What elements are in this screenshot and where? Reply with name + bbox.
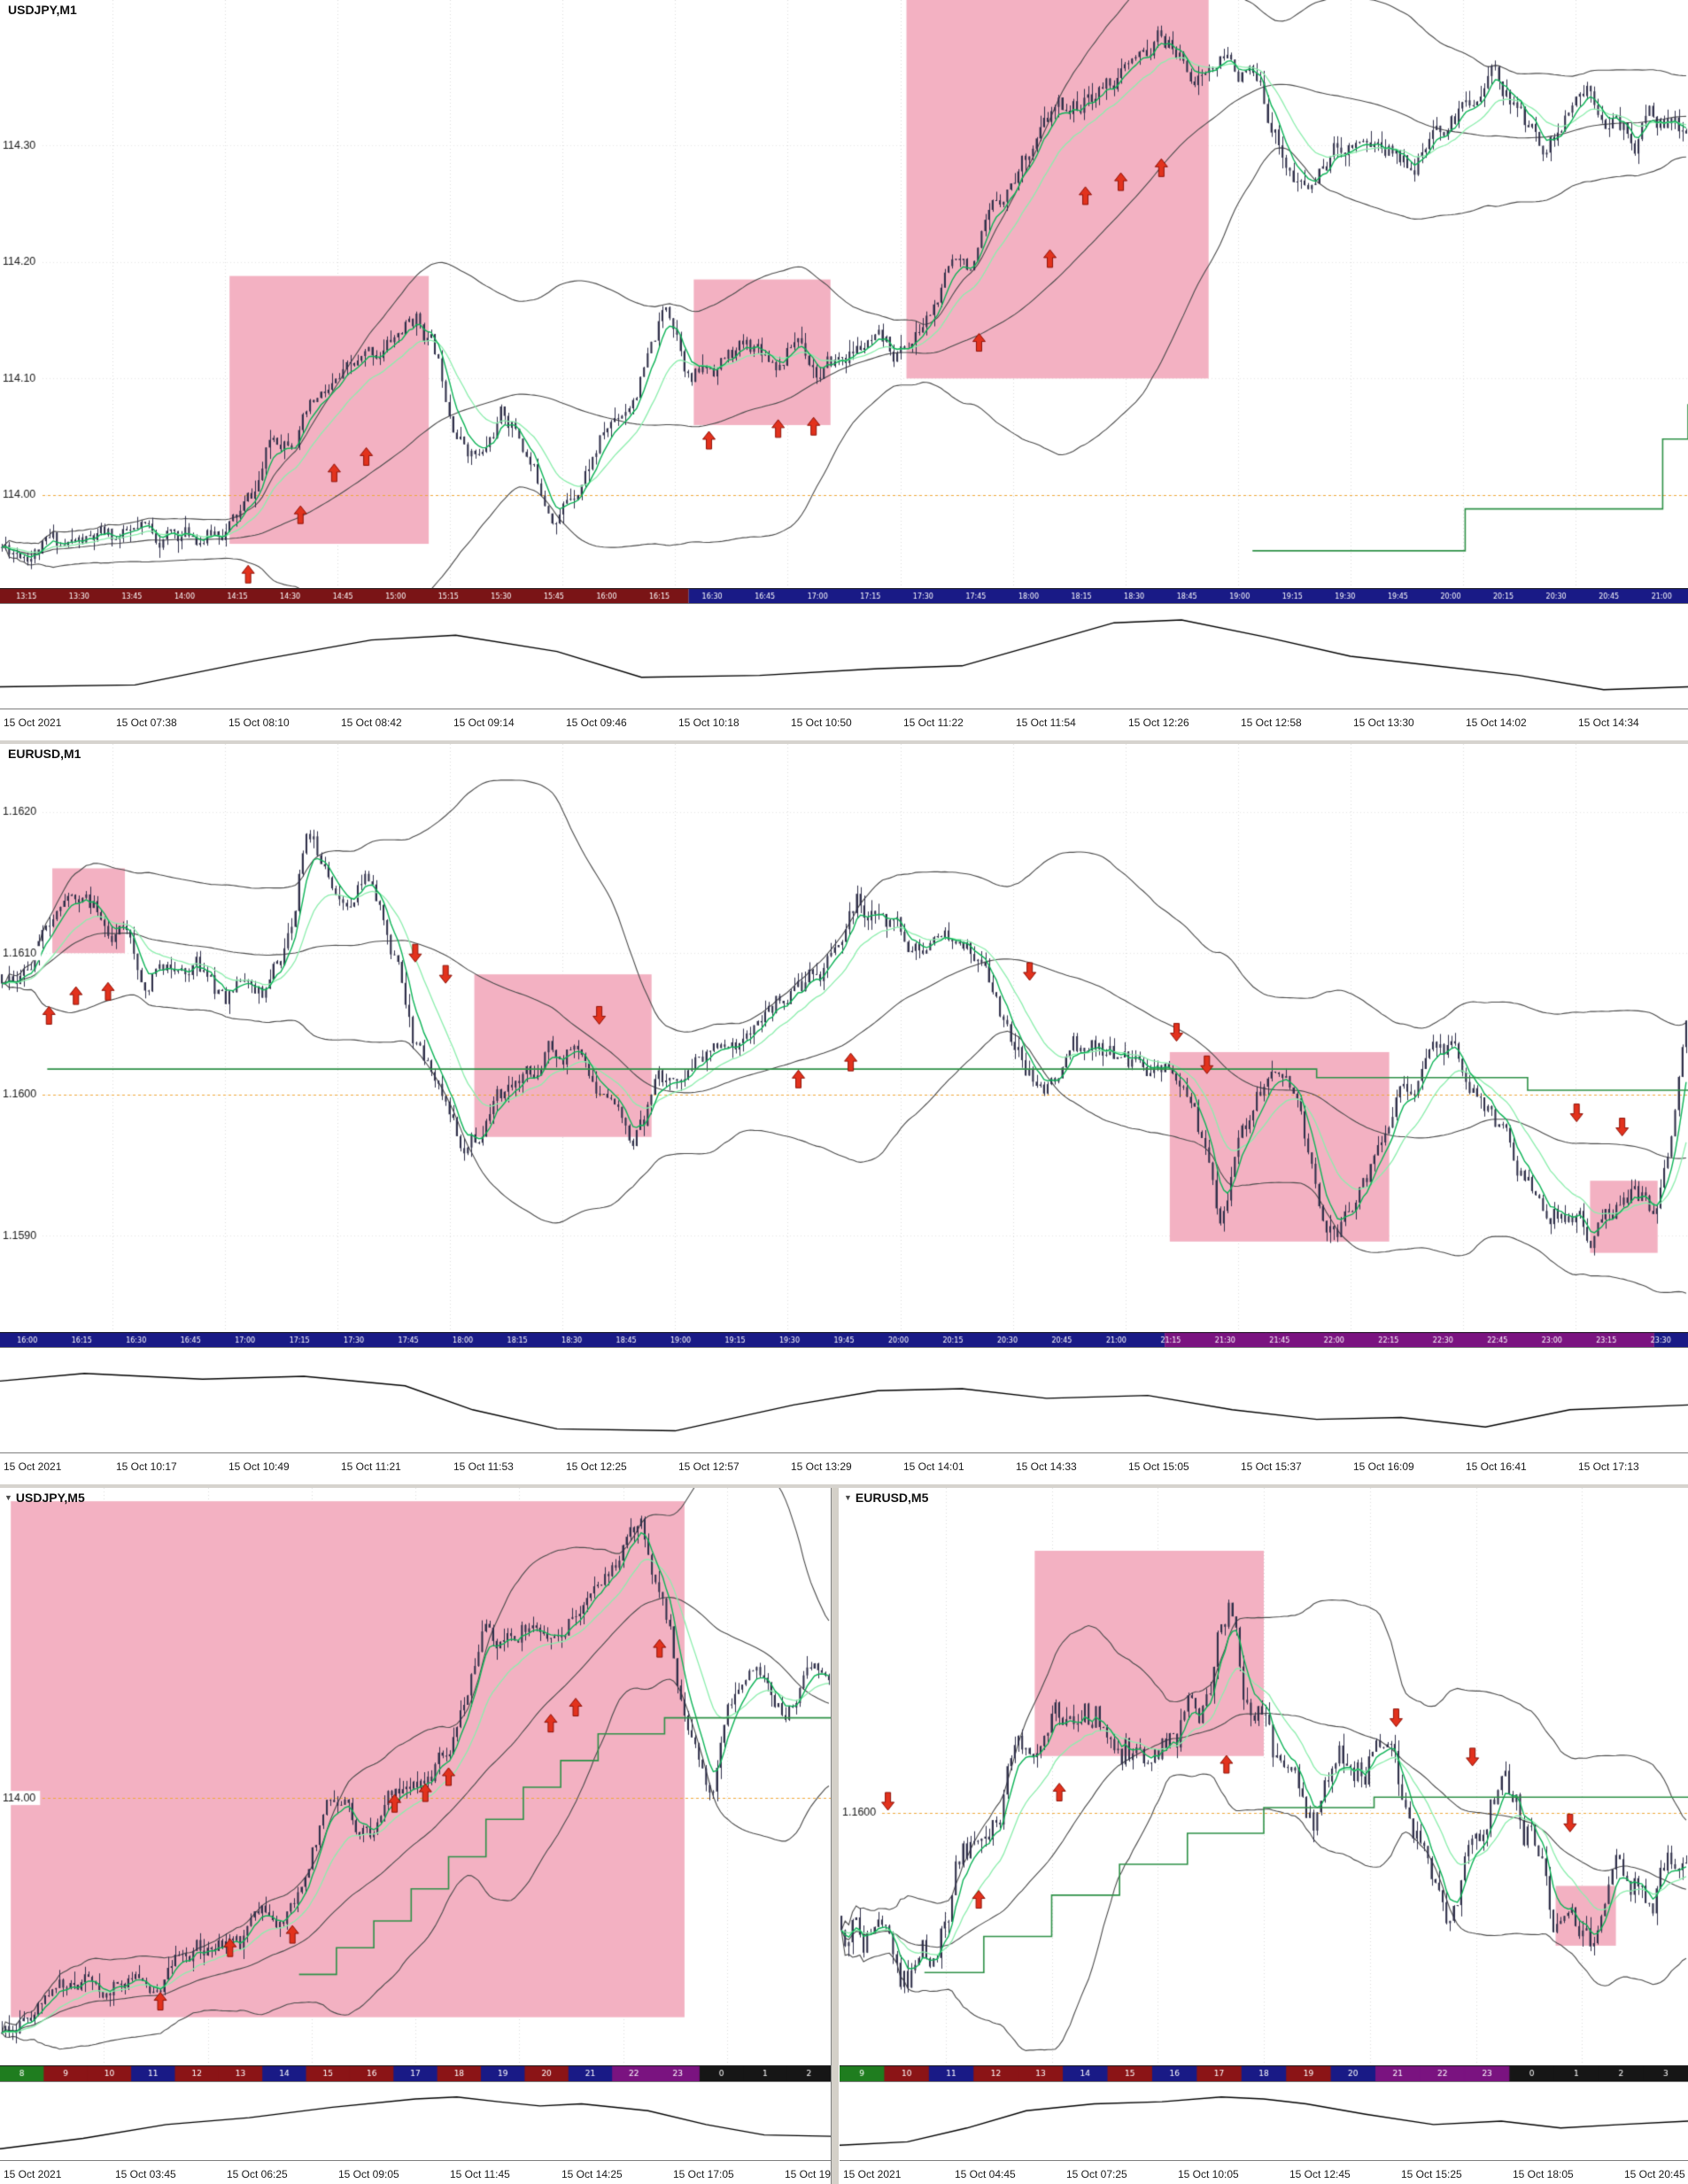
chart-symbol-label: EURUSD,M1: [4, 747, 81, 761]
date-label: 15 Oct 12:25: [566, 1460, 627, 1473]
date-label: 15 Oct 11:22: [903, 716, 964, 729]
oscillator-canvas: [0, 1347, 1688, 1453]
date-label: 15 Oct 14:33: [1016, 1460, 1077, 1473]
date-label: 15 Oct 19:45: [785, 2168, 831, 2180]
date-label: 15 Oct 09:05: [338, 2168, 399, 2180]
date-label: 15 Oct 06:25: [227, 2168, 288, 2180]
date-label: 15 Oct 15:05: [1128, 1460, 1189, 1473]
date-label: 15 Oct 14:02: [1466, 716, 1527, 729]
date-label: 15 Oct 16:09: [1353, 1460, 1414, 1473]
date-label: 15 Oct 08:42: [341, 716, 402, 729]
date-label: 15 Oct 2021: [4, 716, 62, 729]
date-label: 15 Oct 2021: [843, 2168, 902, 2180]
timebar-canvas: [0, 2065, 831, 2081]
time-axis-labels: 15 Oct 2021 15 Oct 07:38 15 Oct 08:10 15 Oc…: [0, 709, 1688, 740]
date-label: 15 Oct 09:46: [566, 716, 627, 729]
collapse-triangle-icon[interactable]: ▼: [4, 1493, 12, 1502]
date-label: 15 Oct 12:26: [1128, 716, 1189, 729]
date-label: 15 Oct 10:49: [228, 1460, 290, 1473]
date-label: 15 Oct 09:14: [453, 716, 515, 729]
oscillator-canvas: [840, 2081, 1688, 2161]
date-label: 15 Oct 20:45: [1624, 2168, 1685, 2180]
timebar-canvas: [840, 2065, 1688, 2081]
time-axis-labels: 15 Oct 2021 15 Oct 10:17 15 Oct 10:49 15 Oc…: [0, 1453, 1688, 1484]
collapse-triangle-icon[interactable]: ▼: [844, 1493, 852, 1502]
date-label: 15 Oct 17:05: [673, 2168, 734, 2180]
date-label: 15 Oct 15:25: [1401, 2168, 1462, 2180]
price-chart-canvas[interactable]: [0, 0, 1688, 588]
date-label: 15 Oct 12:58: [1241, 716, 1302, 729]
date-label: 15 Oct 15:37: [1241, 1460, 1302, 1473]
date-label: 15 Oct 12:45: [1289, 2168, 1351, 2180]
chart-window-eurusd-m5: ▼ EURUSD,M5 15 Oct 2021 15 Oct 04:45 15 Oc…: [840, 1488, 1688, 2184]
chart-window-usdjpy-m5: ▼ USDJPY,M5 15 Oct 2021 15 Oct 03:45 15 Oc…: [0, 1488, 831, 2184]
date-label: 15 Oct 14:01: [903, 1460, 964, 1473]
date-label: 15 Oct 17:13: [1578, 1460, 1639, 1473]
date-label: 15 Oct 16:41: [1466, 1460, 1527, 1473]
date-label: 15 Oct 11:45: [450, 2168, 510, 2180]
date-label: 15 Oct 13:29: [791, 1460, 852, 1473]
date-label: 15 Oct 03:45: [115, 2168, 176, 2180]
time-axis-labels: 15 Oct 2021 15 Oct 04:45 15 Oct 07:25 15 Oc…: [840, 2161, 1688, 2184]
date-label: 15 Oct 10:18: [678, 716, 739, 729]
price-chart-canvas[interactable]: [0, 744, 1688, 1332]
price-chart-canvas[interactable]: [840, 1488, 1688, 2065]
chart-window-usdjpy-m1: USDJPY,M1 15 Oct 2021 15 Oct 07:38 15 Oct …: [0, 0, 1688, 740]
date-label: 15 Oct 18:05: [1513, 2168, 1574, 2180]
chart-symbol-label: ▼ USDJPY,M5: [4, 1491, 85, 1505]
time-axis-labels: 15 Oct 2021 15 Oct 03:45 15 Oct 06:25 15 Oc…: [0, 2161, 831, 2184]
date-label: 15 Oct 12:57: [678, 1460, 739, 1473]
chart-symbol-label: ▼ EURUSD,M5: [844, 1491, 928, 1505]
date-label: 15 Oct 11:54: [1016, 716, 1076, 729]
date-label: 15 Oct 08:10: [228, 716, 290, 729]
price-chart-canvas[interactable]: [0, 1488, 831, 2065]
oscillator-canvas: [0, 2081, 831, 2161]
date-label: 15 Oct 11:21: [341, 1460, 401, 1473]
timebar-canvas: [0, 588, 1688, 603]
date-label: 15 Oct 07:25: [1066, 2168, 1127, 2180]
panel-splitter[interactable]: [831, 1488, 840, 2184]
date-label: 15 Oct 14:34: [1578, 716, 1639, 729]
date-label: 15 Oct 2021: [4, 1460, 62, 1473]
date-label: 15 Oct 10:17: [116, 1460, 177, 1473]
symbol-text: USDJPY,M1: [8, 3, 77, 17]
oscillator-canvas: [0, 603, 1688, 709]
timebar-canvas: [0, 1332, 1688, 1347]
date-label: 15 Oct 11:53: [453, 1460, 514, 1473]
symbol-text: USDJPY,M5: [15, 1491, 85, 1505]
chart-symbol-label: USDJPY,M1: [4, 3, 77, 17]
symbol-text: EURUSD,M1: [8, 747, 81, 761]
date-label: 15 Oct 07:38: [116, 716, 177, 729]
date-label: 15 Oct 14:25: [561, 2168, 623, 2180]
date-label: 15 Oct 2021: [4, 2168, 62, 2180]
chart-window-eurusd-m1: EURUSD,M1 15 Oct 2021 15 Oct 10:17 15 Oct …: [0, 744, 1688, 1484]
date-label: 15 Oct 10:50: [791, 716, 852, 729]
date-label: 15 Oct 04:45: [955, 2168, 1016, 2180]
symbol-text: EURUSD,M5: [855, 1491, 929, 1505]
date-label: 15 Oct 10:05: [1178, 2168, 1239, 2180]
date-label: 15 Oct 13:30: [1353, 716, 1414, 729]
